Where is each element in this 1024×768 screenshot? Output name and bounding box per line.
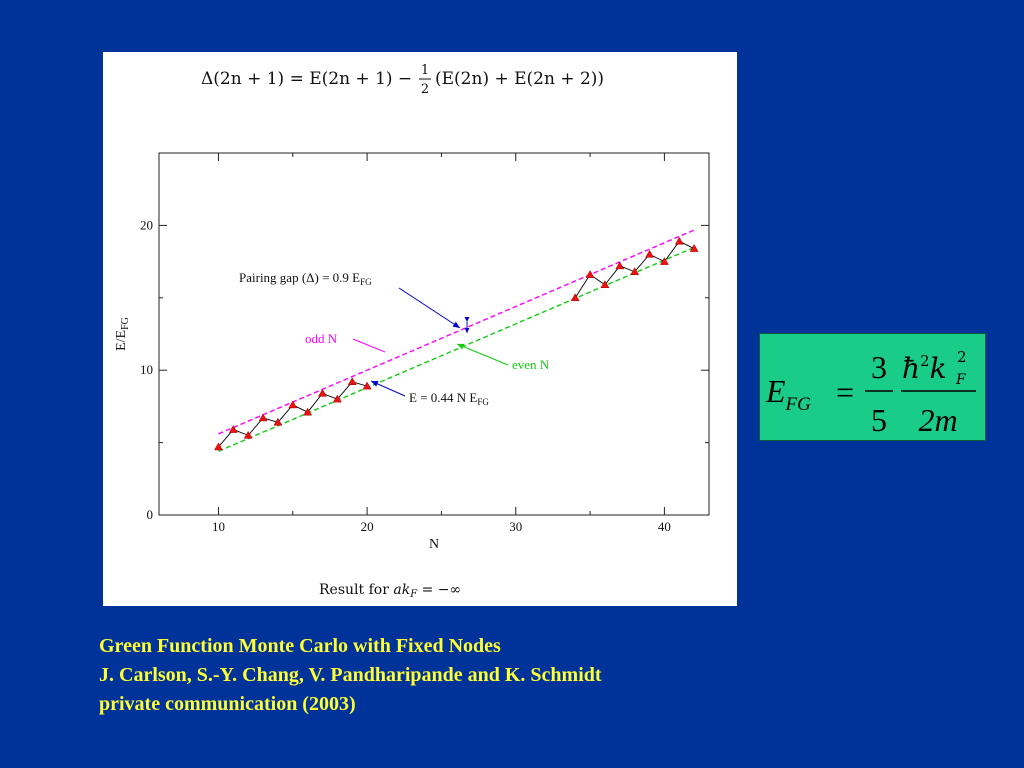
data-point (615, 261, 625, 270)
plot-formula: Δ(2n + 1) = E(2n + 1) − (201, 69, 412, 89)
odd-n-line (218, 229, 695, 435)
formula-num: 3 (871, 349, 887, 385)
formula-den2: 2m (918, 402, 957, 438)
data-point (630, 267, 640, 275)
data-point (258, 413, 268, 422)
y-axis-label-group: E/EFG (114, 317, 131, 351)
formula-den: 5 (871, 402, 887, 438)
caption-line-1: Green Function Monte Carlo with Fixed No… (99, 635, 501, 657)
sawtooth-segment (664, 241, 680, 262)
y-axis-label-sub: FG (120, 317, 131, 330)
y-tick-label: 10 (140, 362, 153, 377)
data-point (273, 417, 283, 426)
data-points (214, 236, 699, 451)
x-tick-label: 30 (509, 519, 522, 534)
data-point (674, 236, 684, 245)
arrow-pairing-gap (398, 287, 461, 329)
plot-formula-frac-num: 1 (421, 63, 429, 78)
plot-panel: Δ(2n + 1) = E(2n + 1) − 1 2 (E(2n) + E(2… (103, 52, 737, 606)
plot-formula-rhs: (E(2n) + E(2n + 2)) (435, 69, 604, 89)
data-point (600, 280, 610, 289)
chart-svg: Δ(2n + 1) = E(2n + 1) − 1 2 (E(2n) + E(2… (114, 63, 710, 600)
plot-formula-frac-den: 2 (421, 82, 429, 97)
annotation-pairing-gap-sub: FG (360, 277, 372, 287)
formula-lhs: EFG (765, 373, 811, 415)
formula-k-sup: 2 (957, 348, 967, 366)
sawtooth-segment (574, 274, 591, 299)
data-point (645, 249, 654, 258)
caption-line-2: J. Carlson, S.-Y. Chang, V. Pandharipand… (99, 664, 602, 686)
arrow-even-n (456, 343, 509, 366)
arrow-linear-fit (370, 380, 406, 397)
annotation-even-n: even N (512, 357, 550, 372)
x-axis-label: N (429, 537, 439, 552)
even-n-line (218, 246, 695, 452)
data-point (362, 381, 372, 390)
annotation-linear-fit: E = 0.44 N EFG (409, 390, 489, 407)
x-tick-label: 40 (658, 519, 671, 534)
y-tick-label: 0 (147, 507, 154, 522)
data-point (332, 394, 342, 403)
data-point (318, 388, 327, 397)
formula-box: EFG = 3 5 ħ2k 2 F 2m (759, 333, 986, 441)
plot-formula-lhs: Δ(2n + 1) = E(2n + 1) − (201, 69, 412, 89)
formula-equals: = (836, 374, 854, 410)
data-point (585, 270, 595, 278)
arrow-odd-n (352, 338, 386, 353)
result-text: Result for akF = −∞ (319, 582, 461, 600)
data-point (214, 442, 223, 451)
data-point (689, 244, 699, 252)
caption: Green Function Monte Carlo with Fixed No… (99, 632, 602, 719)
formula-k-sub: F (955, 372, 967, 388)
x-tick-label: 10 (212, 519, 225, 534)
plot-frame (158, 152, 710, 516)
annotation-pairing-gap: Pairing gap (Δ) = 0.9 EFG (239, 270, 372, 287)
formula-svg: EFG = 3 5 ħ2k 2 F 2m (765, 348, 976, 438)
data-point (243, 430, 253, 439)
axis-ticks (159, 152, 709, 516)
annotation-odd-n: odd N (305, 331, 338, 346)
caption-line-3: private communication (2003) (99, 693, 356, 715)
tick-labels: 10 20 30 40 0 10 20 (140, 217, 671, 534)
fit-lines (218, 229, 695, 452)
data-point (228, 425, 238, 433)
annotation-linear-fit-sub: FG (477, 397, 489, 407)
y-axis-label: E/EFG (114, 317, 131, 351)
x-tick-label: 20 (361, 519, 374, 534)
data-point (303, 407, 313, 416)
data-point (570, 293, 580, 302)
formula-hbar-k: ħ2k (902, 352, 947, 385)
data-point (288, 400, 298, 409)
data-point (659, 257, 669, 265)
data-point (347, 377, 357, 386)
y-tick-label: 20 (140, 217, 153, 232)
